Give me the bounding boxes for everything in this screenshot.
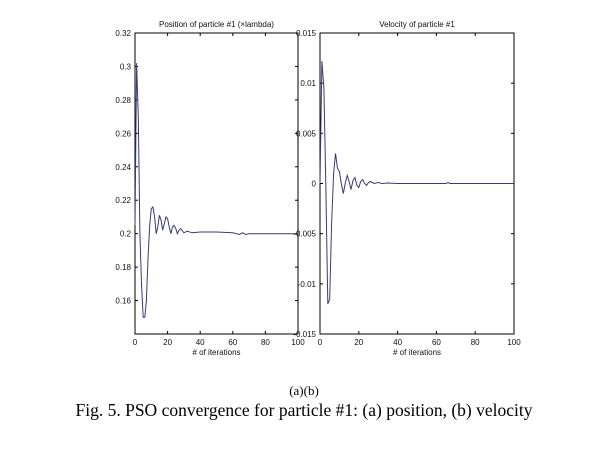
x-tick-label: 60	[432, 338, 441, 347]
y-tick-label: 0.2	[120, 230, 132, 239]
y-tick-label: 0.26	[115, 129, 131, 138]
x-tick-label: 40	[393, 338, 402, 347]
y-tick-label: 0.16	[115, 297, 131, 306]
series-line-position	[134, 63, 298, 318]
y-tick-label: 0.24	[115, 163, 131, 172]
y-tick-label: 0.01	[300, 79, 316, 88]
y-tick-label: 0.28	[115, 96, 131, 105]
figure-canvas: Position of particle #1 (×lambda) 0 20 40 60…	[115, 20, 521, 357]
x-tick-label: 100	[291, 338, 305, 347]
y-tick-label: 0.3	[120, 62, 132, 71]
chart-title: Velocity of particle #1	[379, 20, 455, 29]
y-tick-label: -0.01	[298, 280, 317, 289]
y-tick-label: 0.015	[296, 29, 317, 38]
x-tick-label: 100	[507, 338, 521, 347]
figure-caption: Fig. 5. PSO convergence for particle #1:…	[75, 400, 533, 420]
y-tick-label: -0.005	[293, 230, 316, 239]
position-chart: Position of particle #1 (×lambda) 0 20 40 60…	[115, 20, 305, 357]
y-tick-label: 0.18	[115, 263, 131, 272]
x-tick-label: 0	[133, 338, 138, 347]
x-tick-label: 80	[261, 338, 270, 347]
x-axis-label: # of iterations	[393, 348, 441, 357]
y-tick-label: 0.22	[115, 196, 131, 205]
subpanel-label: (a)(b)	[289, 383, 319, 398]
x-tick-label: 80	[471, 338, 480, 347]
velocity-chart: Velocity of particle #10 20 40 60 80 100-0.01…	[293, 20, 521, 357]
x-tick-label: 60	[228, 338, 237, 347]
y-tick-label: 0.005	[296, 129, 317, 138]
chart-title: Position of particle #1 (×lambda)	[159, 20, 274, 29]
x-tick-label: 20	[354, 338, 363, 347]
x-axis-label: # of iterations	[192, 348, 240, 357]
x-tick-label: 20	[163, 338, 172, 347]
y-tick-label: 0	[312, 180, 317, 189]
y-tick-label: -0.015	[293, 330, 316, 339]
x-tick-label: 0	[318, 338, 323, 347]
series-line-velocity	[319, 61, 514, 305]
y-tick-label: 0.32	[115, 29, 131, 38]
plot-frame	[134, 32, 299, 335]
x-tick-label: 40	[196, 338, 205, 347]
